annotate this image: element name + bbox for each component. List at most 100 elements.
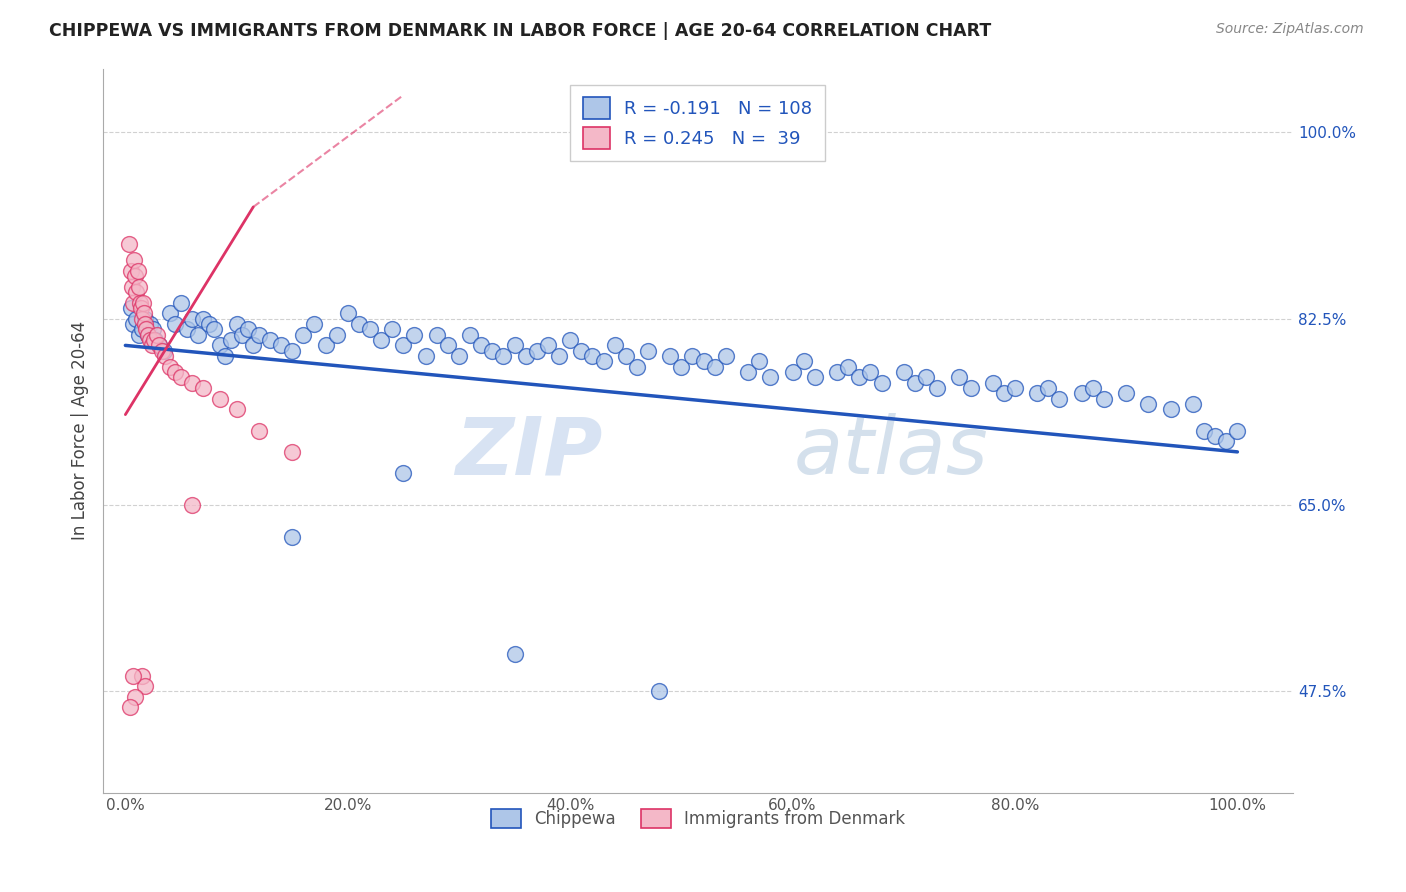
Point — [208, 338, 231, 352]
Point — [176, 322, 198, 336]
Point — [503, 338, 526, 352]
Point — [125, 285, 148, 300]
Point — [304, 317, 326, 331]
Point — [1160, 402, 1182, 417]
Point — [131, 311, 153, 326]
Point — [124, 690, 146, 704]
Point — [141, 338, 163, 352]
Point — [470, 338, 492, 352]
Point — [135, 322, 157, 336]
Point — [515, 349, 537, 363]
Point — [426, 327, 449, 342]
Point — [122, 295, 145, 310]
Point — [1226, 424, 1249, 438]
Point — [336, 306, 359, 320]
Point — [124, 269, 146, 284]
Point — [122, 668, 145, 682]
Point — [347, 317, 370, 331]
Point — [281, 530, 304, 544]
Point — [247, 424, 270, 438]
Point — [136, 327, 159, 342]
Point — [165, 317, 187, 331]
Point — [129, 301, 152, 315]
Point — [219, 333, 242, 347]
Point — [128, 327, 150, 342]
Point — [181, 498, 204, 512]
Point — [825, 365, 848, 379]
Point — [614, 349, 637, 363]
Point — [148, 338, 170, 352]
Point — [242, 338, 264, 352]
Point — [671, 359, 693, 374]
Point — [648, 684, 671, 698]
Point — [270, 338, 292, 352]
Point — [145, 327, 167, 342]
Point — [281, 445, 304, 459]
Point — [118, 237, 141, 252]
Point — [848, 370, 870, 384]
Point — [581, 349, 603, 363]
Point — [153, 343, 176, 358]
Point — [437, 338, 460, 352]
Text: CHIPPEWA VS IMMIGRANTS FROM DENMARK IN LABOR FORCE | AGE 20-64 CORRELATION CHART: CHIPPEWA VS IMMIGRANTS FROM DENMARK IN L… — [49, 22, 991, 40]
Point — [637, 343, 659, 358]
Point — [132, 295, 155, 310]
Point — [143, 333, 166, 347]
Point — [134, 306, 156, 320]
Legend: Chippewa, Immigrants from Denmark: Chippewa, Immigrants from Denmark — [484, 803, 912, 835]
Point — [181, 311, 204, 326]
Point — [202, 322, 225, 336]
Point — [1181, 397, 1204, 411]
Point — [548, 349, 571, 363]
Point — [1081, 381, 1104, 395]
Point — [447, 349, 470, 363]
Point — [121, 280, 143, 294]
Point — [759, 370, 782, 384]
Point — [1038, 381, 1060, 395]
Point — [148, 338, 170, 352]
Text: atlas: atlas — [793, 413, 988, 491]
Point — [1115, 386, 1137, 401]
Point — [155, 349, 177, 363]
Point — [503, 647, 526, 661]
Point — [259, 333, 281, 347]
Point — [927, 381, 949, 395]
Point — [214, 349, 236, 363]
Point — [959, 381, 981, 395]
Point — [142, 322, 165, 336]
Point — [703, 359, 725, 374]
Point — [127, 264, 149, 278]
Point — [737, 365, 759, 379]
Point — [592, 354, 614, 368]
Point — [292, 327, 315, 342]
Point — [247, 327, 270, 342]
Point — [659, 349, 682, 363]
Point — [603, 338, 626, 352]
Point — [782, 365, 804, 379]
Point — [122, 253, 145, 268]
Point — [481, 343, 503, 358]
Point — [139, 333, 162, 347]
Point — [170, 370, 193, 384]
Point — [1092, 392, 1115, 406]
Point — [145, 333, 167, 347]
Point — [159, 359, 181, 374]
Point — [458, 327, 481, 342]
Point — [748, 354, 770, 368]
Point — [231, 327, 253, 342]
Point — [359, 322, 381, 336]
Point — [370, 333, 392, 347]
Point — [131, 322, 153, 336]
Point — [139, 317, 162, 331]
Point — [1137, 397, 1160, 411]
Point — [1204, 429, 1226, 443]
Y-axis label: In Labor Force | Age 20-64: In Labor Force | Age 20-64 — [72, 321, 89, 541]
Point — [159, 306, 181, 320]
Point — [193, 381, 215, 395]
Point — [526, 343, 548, 358]
Point — [134, 317, 156, 331]
Point — [837, 359, 859, 374]
Point — [325, 327, 347, 342]
Point — [225, 402, 247, 417]
Point — [714, 349, 737, 363]
